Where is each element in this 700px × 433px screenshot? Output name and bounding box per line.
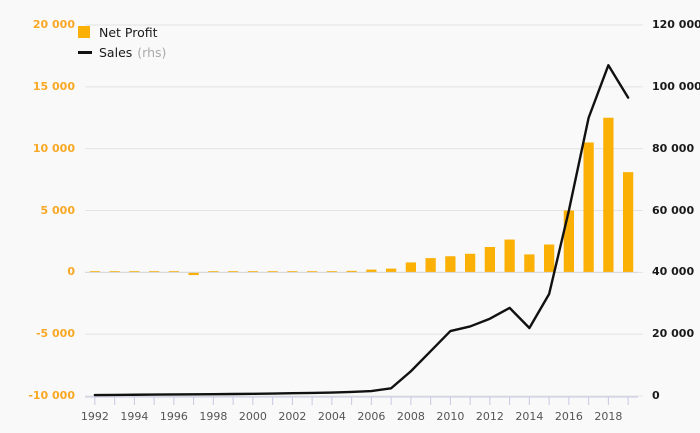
bar[interactable] [188,272,199,276]
x-axis-label: 2014 [515,410,544,423]
bar[interactable] [425,258,436,273]
y-axis-left-label: 15 000 [32,79,75,93]
x-axis-label: 2006 [357,410,386,423]
bar[interactable] [346,270,357,273]
y-axis-right-label: 120 000 [652,18,700,31]
bar[interactable] [129,271,140,273]
x-axis-label: 2018 [594,410,623,423]
bar[interactable] [484,246,496,273]
y-axis-left-label: 10 000 [32,141,75,155]
y-axis-left-label: 0 [67,265,75,279]
bar[interactable] [168,271,180,273]
legend-label-net-profit: Net Profit [99,24,158,40]
bar[interactable] [622,172,634,273]
chart-legend: Net Profit Sales (rhs) [78,22,166,62]
x-axis-label: 1994 [120,410,149,423]
bar[interactable] [464,253,476,273]
bar[interactable] [326,271,338,273]
legend-item-net-profit[interactable]: Net Profit [78,22,166,42]
x-axis-label: 2002 [278,410,307,423]
bar[interactable] [366,269,377,273]
bar[interactable] [109,271,120,273]
legend-label-sales-rhs: (rhs) [137,44,167,60]
y-axis-right-label: 80 000 [652,141,695,155]
x-axis-label: 2010 [436,410,465,423]
bar[interactable] [227,271,239,273]
legend-item-sales[interactable]: Sales (rhs) [78,42,166,62]
legend-label-sales: Sales [99,44,133,60]
y-axis-right-label: 0 [652,389,660,402]
bar[interactable] [385,268,397,273]
bar[interactable] [287,271,298,273]
bar[interactable] [543,244,555,273]
bar[interactable] [405,262,417,273]
y-axis-right-label: 40 000 [652,265,695,279]
sales-line[interactable] [93,63,630,397]
bar[interactable] [148,271,160,273]
x-axis-label: 2000 [238,410,267,423]
bar[interactable] [306,271,318,273]
x-axis-label: 2004 [317,410,346,423]
x-axis-label: 2012 [475,410,504,423]
y-axis-right-label: 20 000 [652,327,695,341]
bar[interactable] [524,254,535,273]
bar[interactable] [208,271,219,273]
bar[interactable] [504,239,515,273]
bar-swatch-icon [78,26,90,38]
y-axis-left-label: -10 000 [28,389,75,402]
bar[interactable] [603,117,614,273]
y-axis-right-label: 60 000 [652,203,695,217]
bar[interactable] [247,271,259,273]
x-axis-label: 1992 [80,410,109,423]
bar[interactable] [583,142,594,273]
bar[interactable] [267,271,278,273]
x-axis-label: 2008 [396,410,425,423]
x-axis-label: 1998 [199,410,228,423]
x-axis-label: 2016 [554,410,583,423]
y-axis-right-label: 100 000 [652,79,700,93]
bar[interactable] [563,210,575,273]
line-swatch-icon [78,50,92,54]
y-axis-left-label: 20 000 [32,18,75,31]
x-axis-label: 1996 [159,410,188,423]
bar[interactable] [89,271,101,273]
y-axis-left-label: 5 000 [40,203,75,217]
bar[interactable] [445,256,456,273]
y-axis-left-label: -5 000 [35,327,75,341]
